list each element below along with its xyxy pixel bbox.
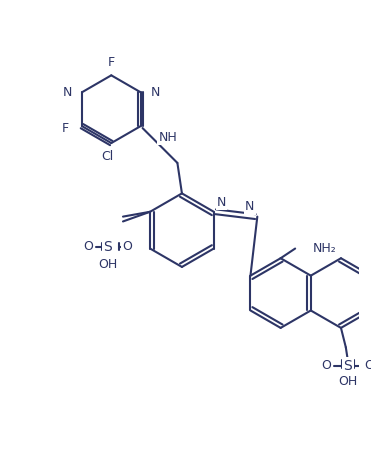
Text: N: N: [217, 196, 226, 209]
Text: O: O: [364, 359, 371, 372]
Text: F: F: [61, 122, 68, 134]
Text: S: S: [103, 240, 112, 254]
Text: O: O: [122, 240, 132, 253]
Text: S: S: [344, 359, 352, 373]
Text: NH: NH: [158, 131, 177, 144]
Text: O: O: [322, 359, 331, 372]
Text: OH: OH: [338, 375, 357, 388]
Text: N: N: [245, 200, 254, 213]
Text: O: O: [83, 240, 93, 253]
Text: NH₂: NH₂: [313, 242, 336, 255]
Text: N: N: [63, 86, 72, 99]
Text: N: N: [150, 86, 160, 99]
Text: Cl: Cl: [101, 150, 114, 163]
Text: F: F: [108, 56, 115, 69]
Text: OH: OH: [98, 258, 117, 271]
